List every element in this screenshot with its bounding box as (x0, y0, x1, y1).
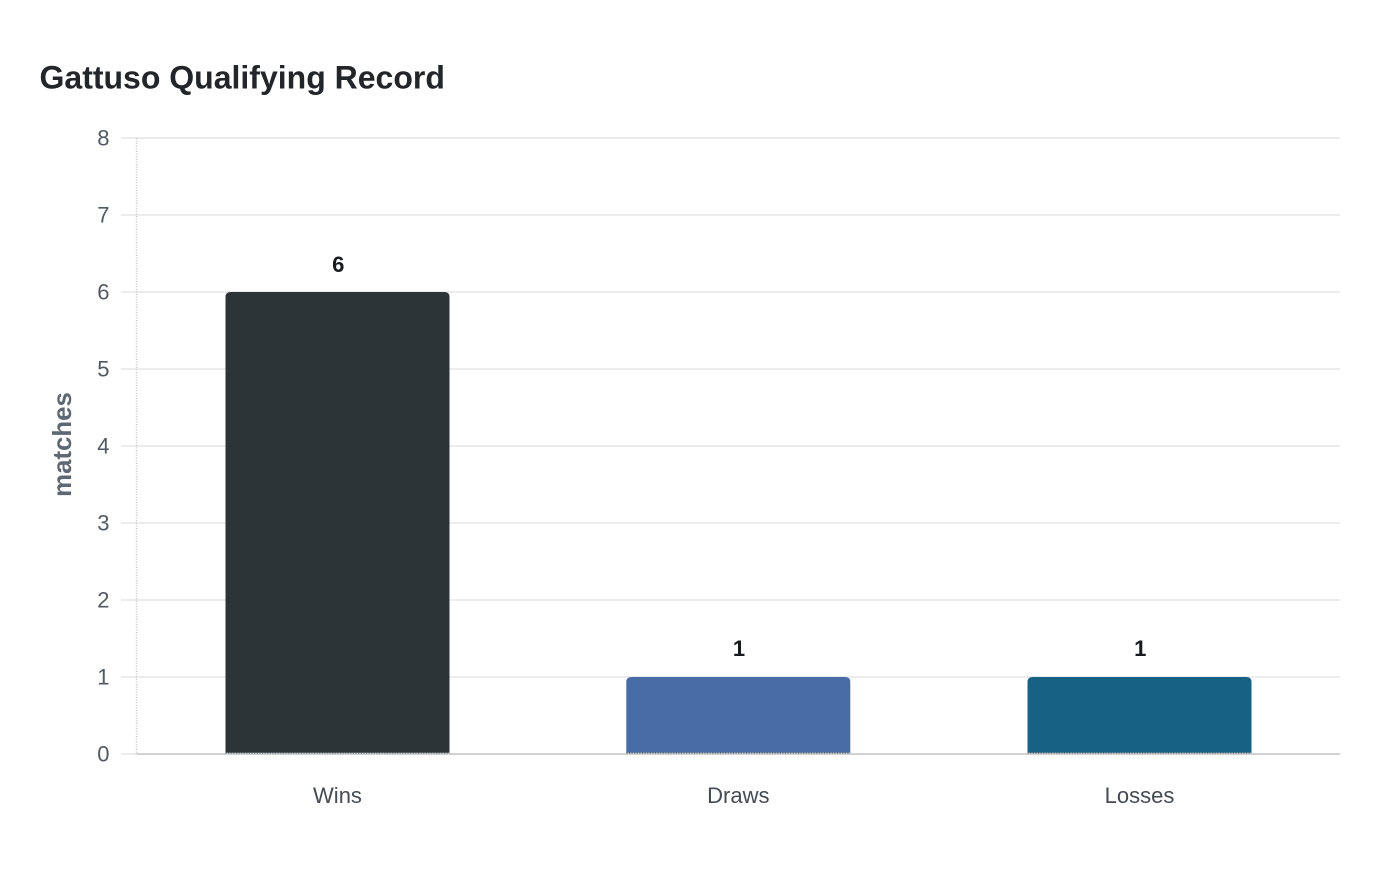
svg-text:5: 5 (97, 357, 109, 382)
svg-text:Draws: Draws (707, 783, 769, 808)
svg-text:7: 7 (97, 203, 109, 228)
svg-text:1: 1 (1134, 636, 1146, 661)
svg-text:6: 6 (97, 280, 109, 305)
svg-text:matches: matches (49, 392, 77, 497)
svg-text:1: 1 (733, 636, 745, 661)
svg-text:Losses: Losses (1105, 783, 1175, 808)
svg-text:Wins: Wins (313, 783, 362, 808)
svg-text:2: 2 (97, 588, 109, 613)
svg-text:8: 8 (97, 126, 109, 151)
svg-text:0: 0 (97, 742, 109, 767)
svg-text:4: 4 (97, 434, 109, 459)
svg-text:1: 1 (97, 665, 109, 690)
svg-text:3: 3 (97, 511, 109, 536)
svg-text:Gattuso Qualifying Record: Gattuso Qualifying Record (40, 60, 445, 96)
svg-text:6: 6 (332, 252, 344, 277)
